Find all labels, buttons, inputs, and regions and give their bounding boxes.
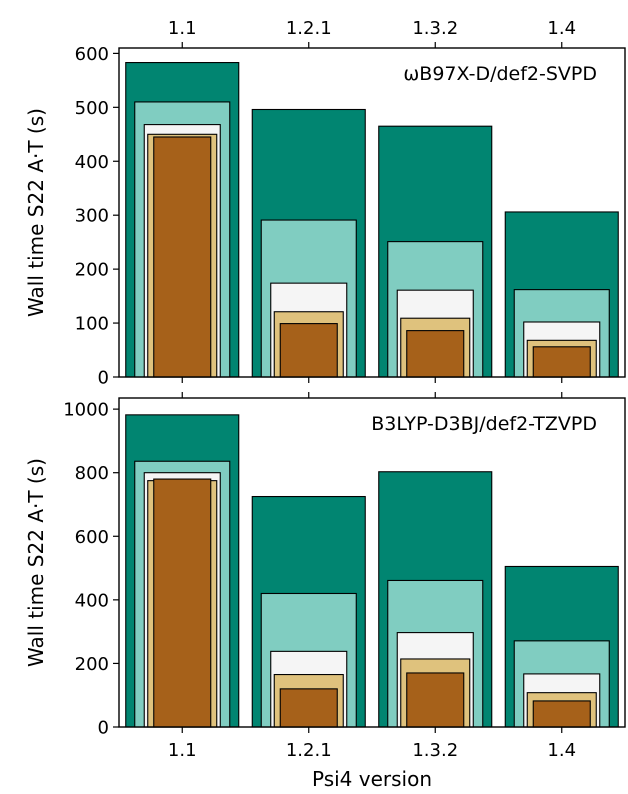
bar bbox=[153, 136, 212, 378]
y-axis-label: Wall time S22 A·T (s) bbox=[24, 108, 48, 317]
x-tick-label-top: 1.4 bbox=[547, 18, 576, 39]
axes-frame bbox=[118, 47, 626, 378]
y-tick-label: 500 bbox=[75, 98, 109, 119]
bar bbox=[532, 700, 591, 728]
y-tick-label: 1000 bbox=[63, 400, 109, 421]
bar bbox=[279, 688, 338, 728]
x-tick-label-top: 1.1 bbox=[168, 18, 197, 39]
axes-frame bbox=[118, 397, 626, 728]
x-axis-label: Psi4 version bbox=[312, 767, 432, 791]
bar bbox=[153, 478, 212, 728]
y-tick-label: 0 bbox=[98, 368, 109, 389]
y-tick-label: 400 bbox=[75, 152, 109, 173]
x-tick-label-top: 1.2.1 bbox=[286, 18, 332, 39]
x-tick-label: 1.3.2 bbox=[412, 740, 458, 761]
y-tick-label: 300 bbox=[75, 206, 109, 227]
y-tick-label: 100 bbox=[75, 314, 109, 335]
bar bbox=[532, 346, 591, 378]
bar bbox=[406, 330, 465, 378]
x-tick-label-top: 1.3.2 bbox=[412, 18, 458, 39]
panel-annotation: ωB97X-D/def2-SVPD bbox=[403, 63, 597, 85]
y-axis-label: Wall time S22 A·T (s) bbox=[24, 458, 48, 667]
panel-top: 0 100 200 300 400 500 600 1.1 1.2.1 1.3.2 1.4 ωB97X… bbox=[24, 18, 626, 389]
x-tick-label: 1.1 bbox=[168, 740, 197, 761]
bar bbox=[279, 323, 338, 378]
y-tick-label: 200 bbox=[75, 654, 109, 675]
y-tick-label: 800 bbox=[75, 463, 109, 484]
panel-annotation: B3LYP-D3BJ/def2-TZVPD bbox=[371, 413, 597, 435]
y-tick-label: 600 bbox=[75, 527, 109, 548]
x-tick-label: 1.2.1 bbox=[286, 740, 332, 761]
y-tick-label: 0 bbox=[98, 718, 109, 739]
y-tick-label: 200 bbox=[75, 260, 109, 281]
bar bbox=[406, 672, 465, 728]
y-tick-label: 600 bbox=[75, 44, 109, 65]
panel-bottom: 0 200 400 600 800 1000 1.1 1.2.1 1.3.2 1.4 B3LYP-D… bbox=[24, 392, 626, 791]
x-tick-label: 1.4 bbox=[547, 740, 576, 761]
y-tick-label: 400 bbox=[75, 590, 109, 611]
